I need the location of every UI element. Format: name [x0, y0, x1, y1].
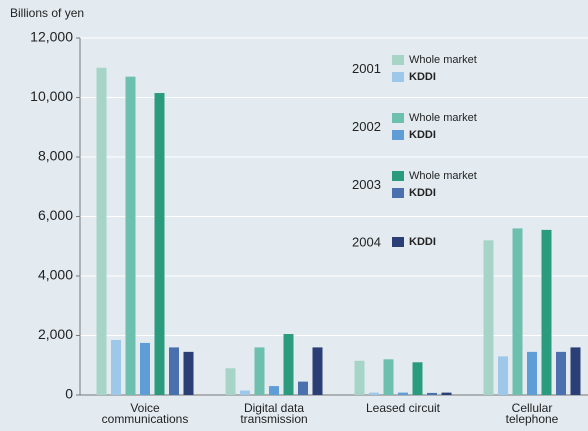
bar	[541, 229, 552, 395]
bar	[498, 356, 508, 395]
legend-year: 2004	[352, 234, 381, 249]
y-tick-label: 6,000	[38, 207, 73, 223]
y-tick-label: 4,000	[38, 267, 73, 283]
legend-swatch	[392, 171, 404, 181]
legend-label: Whole market	[409, 112, 477, 124]
bar	[298, 381, 308, 395]
legend-label: KDDI	[409, 187, 436, 199]
bar	[140, 342, 150, 395]
legend-year: 2003	[352, 177, 381, 192]
legend-year: 2002	[352, 119, 381, 134]
bar	[441, 392, 452, 395]
bar	[570, 347, 581, 395]
legend-swatch	[392, 130, 404, 140]
bar	[527, 351, 537, 395]
legend-label: KDDI	[409, 129, 436, 141]
x-tick-label: Voice communications	[102, 401, 189, 426]
bar	[369, 392, 379, 395]
legend-swatch	[392, 55, 404, 65]
x-tick-label: Cellular telephone	[506, 401, 559, 426]
bar	[312, 347, 323, 395]
bar	[412, 362, 423, 395]
bar	[283, 334, 294, 395]
bar	[125, 76, 136, 396]
bar	[427, 392, 437, 395]
bar	[96, 67, 107, 395]
y-tick-label: 10,000	[30, 88, 73, 104]
x-tick-label: Leased circuit	[366, 401, 441, 415]
y-axis-label: Billions of yen	[10, 6, 84, 20]
legend-label: Whole market	[409, 170, 477, 182]
bar	[254, 347, 265, 395]
bar	[556, 351, 566, 395]
bar	[183, 351, 194, 395]
legend-label: Whole market	[409, 54, 477, 66]
x-tick-label: Digital data transmission	[240, 401, 307, 426]
legend-year: 2001	[352, 61, 381, 76]
bar	[169, 347, 179, 395]
bar	[154, 93, 165, 395]
bar	[483, 240, 494, 395]
y-tick-label: 8,000	[38, 148, 73, 164]
bar	[111, 339, 121, 395]
bar	[225, 368, 236, 395]
legend-label: KDDI	[409, 71, 436, 83]
bar	[240, 390, 250, 395]
y-tick-label: 12,000	[30, 29, 73, 45]
y-tick-label: 2,000	[38, 326, 73, 342]
legend-swatch	[392, 113, 404, 123]
legend-swatch	[392, 237, 404, 247]
legend-swatch	[392, 72, 404, 82]
bar	[512, 228, 523, 395]
y-tick-label: 0	[65, 386, 73, 402]
legend-label: KDDI	[409, 236, 436, 248]
bar	[354, 360, 365, 395]
bar	[383, 359, 394, 395]
bar	[269, 386, 279, 395]
bar	[398, 392, 408, 395]
legend-swatch	[392, 188, 404, 198]
